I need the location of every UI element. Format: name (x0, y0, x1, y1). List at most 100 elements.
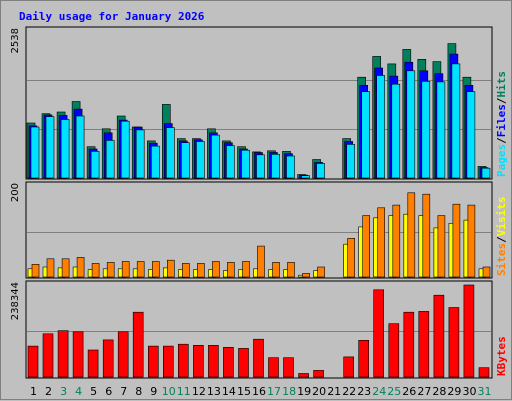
bar-visits-day-1 (31, 263, 40, 278)
bar-kbytes-day-22 (343, 356, 355, 378)
bar-visits-day-16 (257, 245, 265, 278)
traffic-panel-frame (25, 26, 493, 180)
bar-pages-day-17 (271, 154, 280, 179)
day-label-1: 1 (30, 385, 37, 398)
chart-title: Daily usage for January 2026 (19, 10, 205, 23)
bar-visits-day-4 (76, 257, 85, 278)
bar-visits-day-25 (392, 204, 401, 278)
bar-kbytes-day-12 (193, 344, 204, 378)
day-label-6: 6 (105, 385, 112, 398)
day-label-24: 24 (372, 385, 386, 398)
bar-kbytes-day-24 (373, 289, 385, 378)
bar-kbytes-day-1 (27, 345, 39, 378)
bar-visits-day-19 (302, 273, 310, 278)
day-label-19: 19 (297, 385, 311, 398)
visitors-panel-frame (25, 181, 493, 279)
bar-visits-day-31 (482, 266, 491, 278)
side-label-part: / (495, 236, 508, 243)
bar-kbytes-day-4 (72, 331, 84, 378)
bar-pages-day-15 (241, 149, 250, 179)
bar-kbytes-day-2 (42, 333, 54, 378)
day-label-3: 3 (60, 385, 67, 398)
day-label-5: 5 (90, 385, 97, 398)
bar-pages-day-9 (151, 145, 160, 179)
bar-pages-day-19 (301, 175, 310, 179)
side-label-part: Hits (495, 71, 508, 98)
bar-kbytes-day-28 (433, 294, 445, 378)
bar-visits-day-23 (362, 215, 371, 278)
day-label-20: 20 (312, 385, 326, 398)
bar-kbytes-day-9 (148, 345, 159, 378)
kbytes-panel-frame (25, 280, 493, 379)
side-label-part: Visits (495, 197, 508, 237)
day-label-4: 4 (75, 385, 82, 398)
day-label-31: 31 (478, 385, 492, 398)
day-label-23: 23 (357, 385, 371, 398)
bar-pages-day-30 (466, 91, 476, 179)
bar-kbytes-day-23 (358, 339, 370, 378)
bar-visits-day-11 (182, 263, 190, 278)
day-label-29: 29 (447, 385, 461, 398)
bar-pages-day-3 (60, 119, 70, 179)
bar-pages-day-13 (211, 134, 220, 179)
bar-pages-day-31 (481, 167, 491, 179)
traffic-ymax-label: 2538 (10, 28, 21, 53)
bar-visits-day-20 (317, 266, 325, 278)
bar-pages-day-4 (75, 115, 85, 179)
day-label-11: 11 (177, 385, 191, 398)
bar-visits-day-8 (136, 261, 145, 278)
bar-kbytes-day-10 (163, 345, 174, 378)
bar-kbytes-day-25 (388, 323, 400, 378)
bar-pages-day-18 (286, 155, 295, 179)
day-label-27: 27 (417, 385, 431, 398)
day-label-28: 28 (432, 385, 446, 398)
bar-pages-day-16 (256, 154, 265, 179)
bar-kbytes-day-27 (418, 311, 430, 378)
panel-visitors: 200 Sites/Visits (10, 181, 508, 279)
bar-pages-day-1 (30, 126, 40, 179)
bar-kbytes-day-3 (57, 330, 69, 378)
bar-pages-day-26 (406, 70, 416, 179)
bar-pages-day-14 (226, 145, 235, 179)
side-label-part: Files (495, 104, 508, 137)
day-label-9: 9 (150, 385, 157, 398)
day-label-26: 26 (402, 385, 416, 398)
bar-kbytes-day-19 (298, 373, 309, 378)
bar-kbytes-day-26 (403, 311, 415, 378)
bar-visits-day-15 (242, 261, 250, 278)
bar-kbytes-day-7 (117, 331, 129, 378)
bar-kbytes-day-30 (463, 284, 475, 378)
bar-visits-day-7 (121, 261, 130, 278)
day-label-22: 22 (342, 385, 356, 398)
day-label-17: 17 (267, 385, 281, 398)
bar-kbytes-day-15 (238, 348, 249, 378)
bar-visits-day-29 (452, 203, 461, 278)
bar-pages-day-28 (436, 81, 446, 179)
bar-pages-day-22 (346, 144, 356, 179)
bar-pages-day-12 (196, 141, 205, 179)
bar-pages-day-20 (316, 163, 325, 179)
bar-kbytes-day-6 (102, 339, 114, 378)
bar-kbytes-day-18 (283, 357, 294, 378)
bar-pages-day-11 (181, 142, 190, 179)
day-label-30: 30 (463, 385, 477, 398)
bar-pages-day-5 (90, 151, 100, 179)
visitors-side-label: Sites/Visits (495, 197, 508, 277)
bar-kbytes-day-29 (448, 307, 460, 378)
side-label-part: Pages (495, 144, 508, 177)
bar-kbytes-day-31 (478, 367, 490, 378)
bar-visits-day-6 (106, 262, 115, 278)
traffic-side-label: Pages/Files/Hits (495, 71, 508, 177)
bar-pages-day-6 (105, 140, 115, 179)
day-label-14: 14 (222, 385, 236, 398)
bar-pages-day-23 (361, 91, 371, 179)
bar-pages-day-25 (391, 83, 401, 179)
side-label-part: / (495, 97, 508, 104)
bar-visits-day-10 (167, 259, 175, 278)
day-label-2: 2 (45, 385, 52, 398)
bar-visits-day-3 (61, 258, 70, 278)
bar-pages-day-10 (166, 127, 175, 179)
bar-visits-day-17 (272, 262, 280, 278)
day-label-16: 16 (252, 385, 266, 398)
